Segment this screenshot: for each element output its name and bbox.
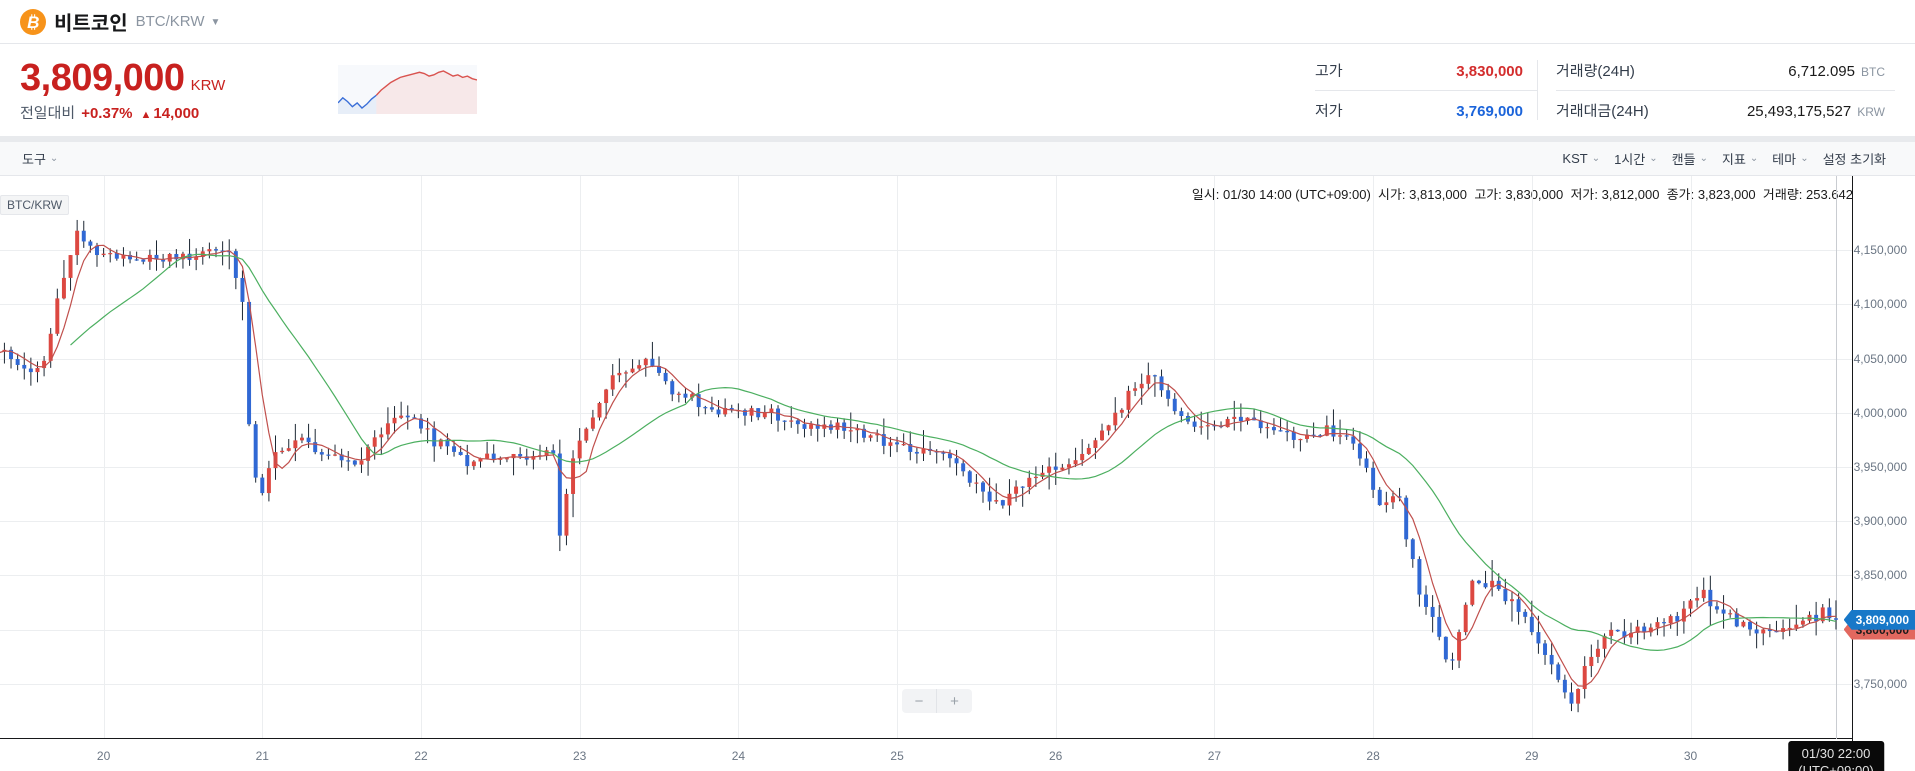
svg-text:B: B	[27, 13, 39, 32]
